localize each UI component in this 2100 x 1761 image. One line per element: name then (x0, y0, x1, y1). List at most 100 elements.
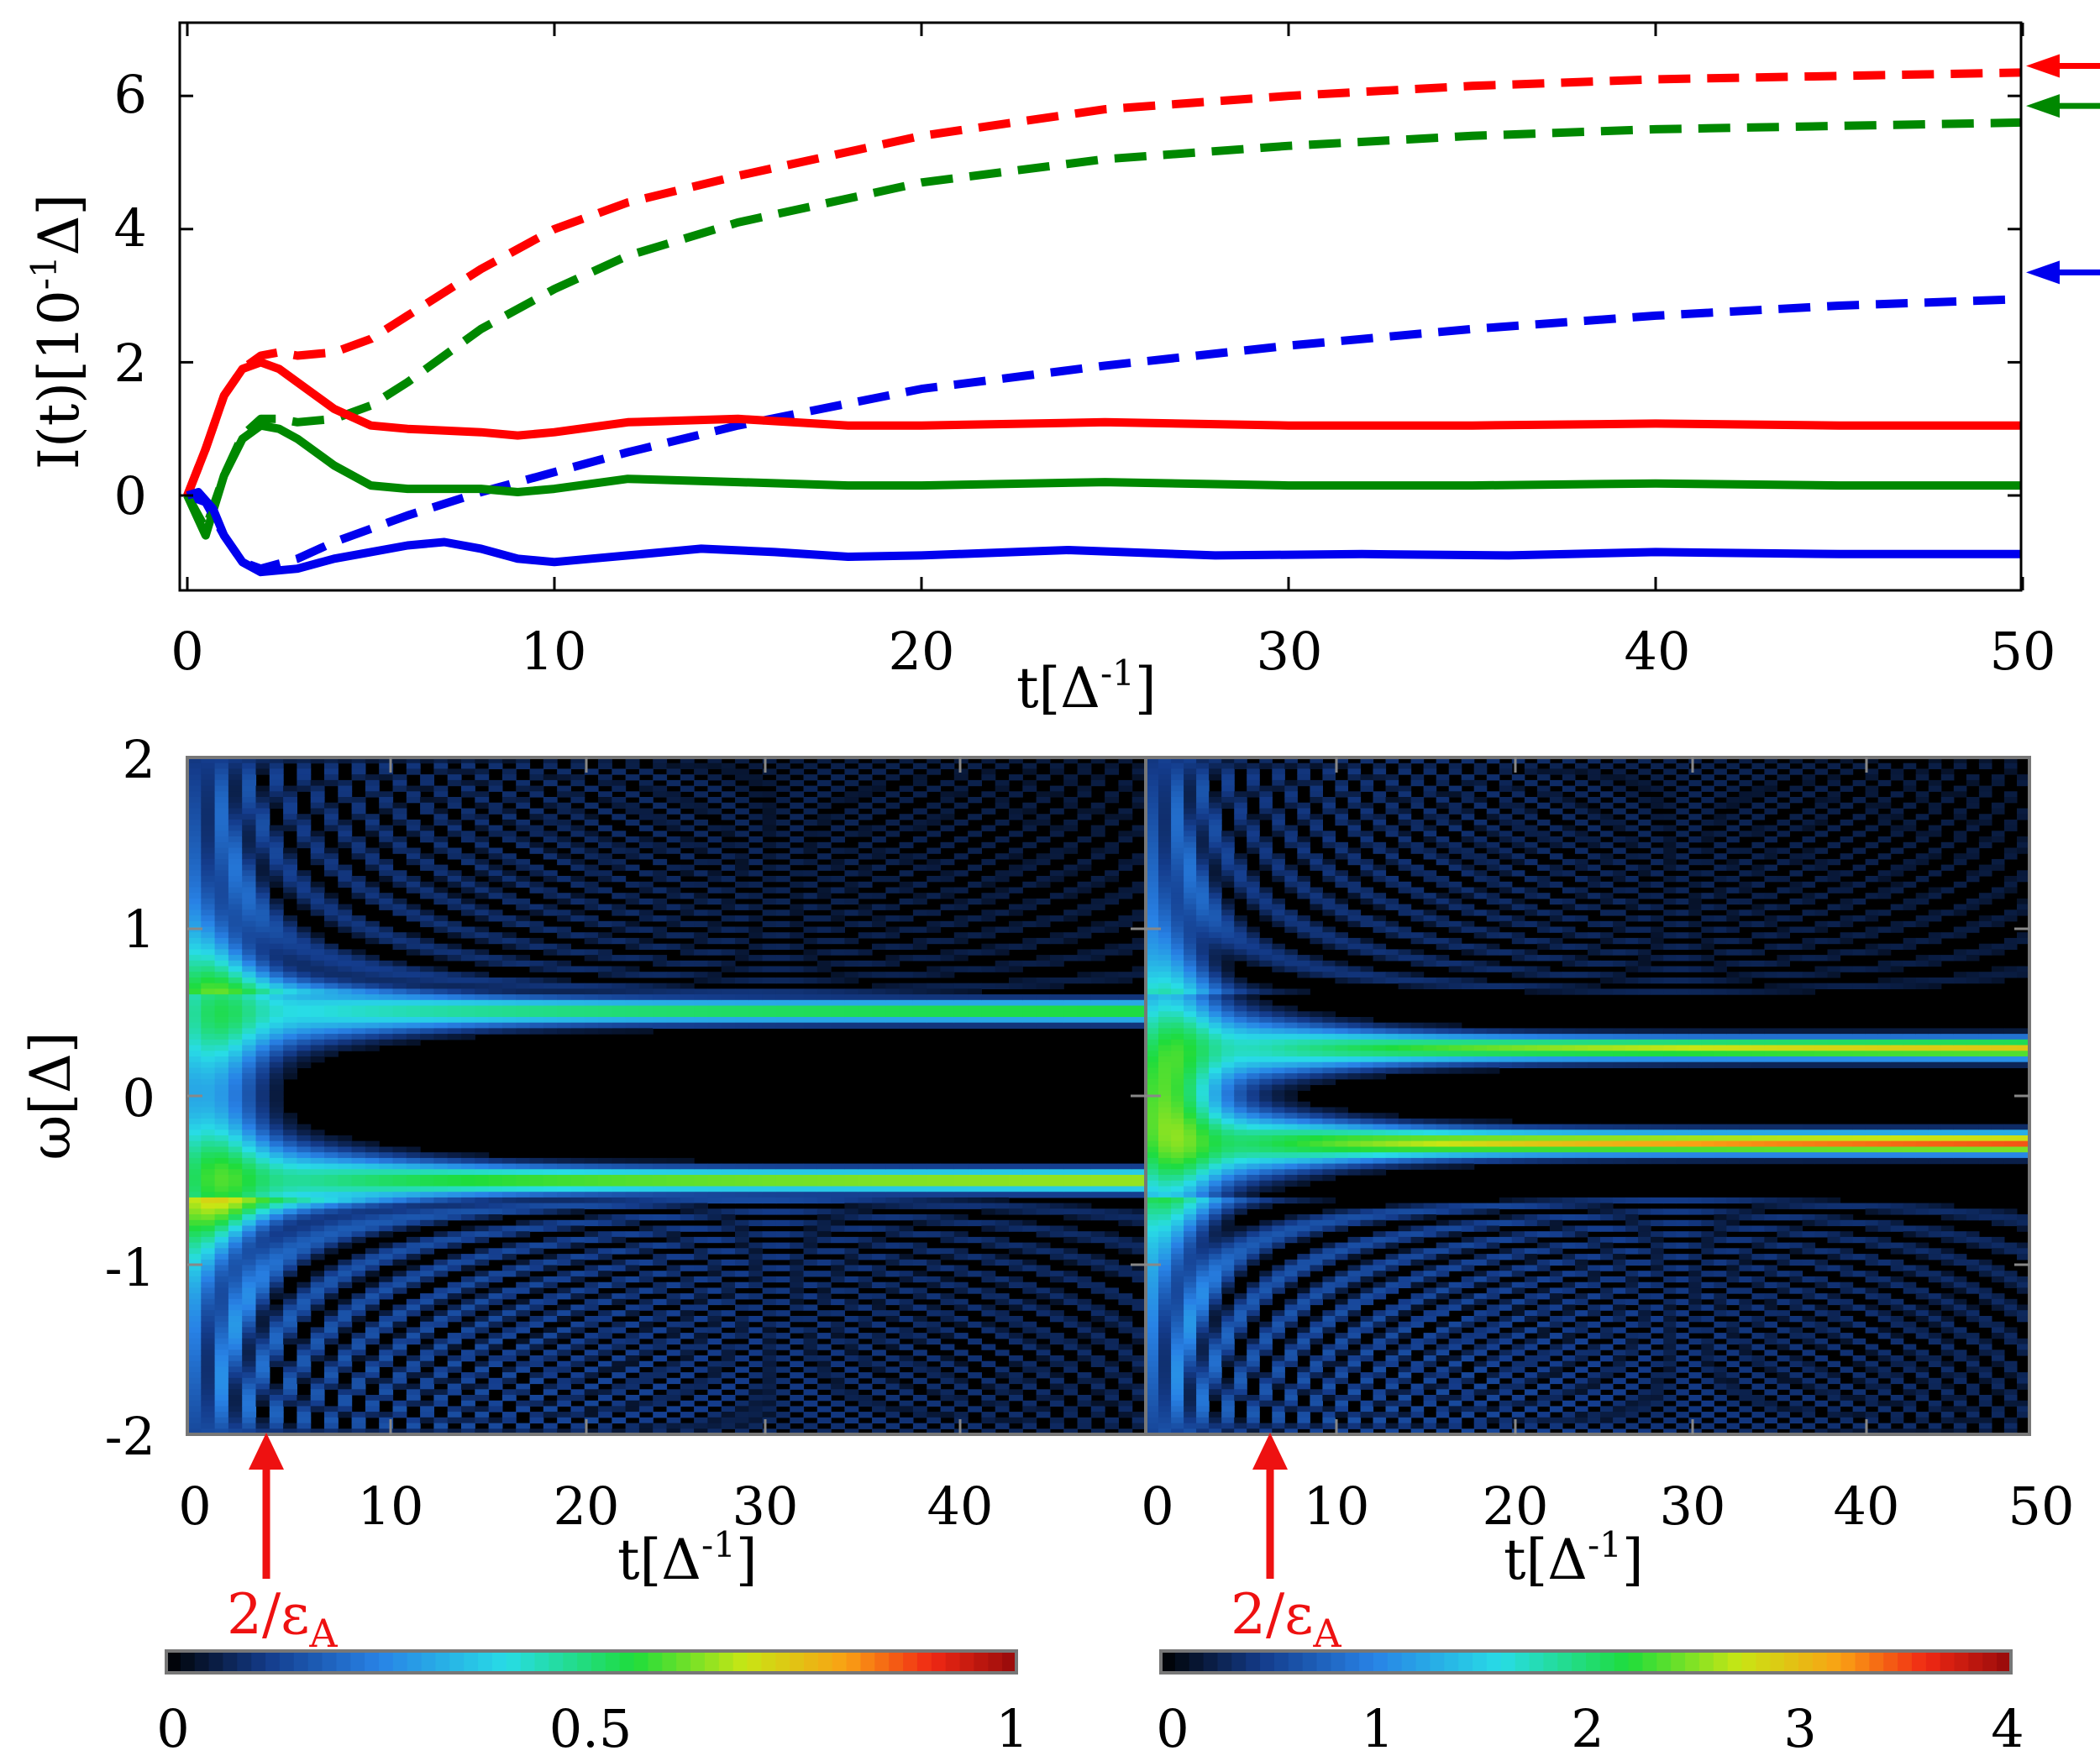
heatmap-cell (214, 1034, 229, 1040)
heatmap-cell (338, 825, 353, 831)
heatmap-cell (858, 909, 873, 916)
heatmap-cell (735, 1333, 749, 1339)
heatmap-cell (912, 909, 927, 916)
heatmap-cell (392, 1350, 407, 1356)
heatmap-cell (653, 926, 668, 933)
heatmap-cell (488, 1355, 503, 1362)
heatmap-cell (557, 909, 571, 916)
heatmap-cell (269, 1254, 284, 1260)
heatmap-cell (529, 1175, 544, 1182)
heatmap-cell (187, 898, 202, 905)
heatmap-cell (612, 1293, 627, 1300)
heatmap-cell (433, 1022, 449, 1029)
heatmap-cell (1036, 1265, 1051, 1271)
heatmap-cell (612, 1310, 627, 1317)
heatmap-cell (953, 1350, 969, 1356)
heatmap-cell (379, 1389, 394, 1396)
heatmap-cell (885, 819, 900, 826)
heatmap-cell (351, 977, 366, 984)
heatmap-cell (187, 937, 202, 945)
heatmap-cell (201, 1423, 216, 1429)
heatmap-cell (899, 853, 914, 860)
heatmap-cell (214, 1406, 229, 1412)
heatmap-cell (187, 932, 202, 939)
heatmap-cell (1063, 1321, 1079, 1328)
heatmap-cell (1022, 904, 1037, 910)
heatmap-cell (803, 1327, 818, 1334)
heatmap-cell (228, 1011, 243, 1018)
heatmap-cell (461, 1281, 475, 1288)
heatmap-cell (310, 841, 325, 849)
heatmap-cell (625, 1011, 640, 1018)
heatmap-cell (557, 893, 571, 899)
heatmap-cell (351, 1175, 366, 1182)
heatmap-cell (310, 1039, 325, 1046)
heatmap-cell (269, 983, 284, 989)
heatmap-cell (707, 926, 722, 933)
heatmap-cell (543, 960, 558, 967)
heatmap-cell (598, 825, 612, 831)
heatmap-cell (844, 831, 859, 837)
heatmap-cell (501, 1395, 517, 1402)
heatmap-cell (269, 1242, 284, 1249)
heatmap-cell (557, 1417, 571, 1424)
heatmap-cell (433, 870, 449, 877)
heatmap-cell (310, 1219, 325, 1227)
heatmap-cell (912, 972, 927, 978)
heatmap-cell (940, 994, 955, 1001)
heatmap-cell (872, 1225, 886, 1232)
heatmap-cell (365, 864, 380, 871)
heatmap-cell (379, 1377, 394, 1385)
heatmap-cell (816, 1298, 832, 1306)
heatmap-cell (927, 994, 942, 1001)
heatmap-cell (653, 999, 668, 1007)
heatmap-cell (187, 1360, 202, 1367)
heatmap-cell (1063, 819, 1079, 826)
heatmap-cell (570, 1344, 585, 1350)
heatmap-cell (516, 904, 531, 910)
heatmap-cell (392, 1310, 407, 1317)
heatmap-cell (488, 1028, 503, 1035)
heatmap-cell (187, 1034, 202, 1040)
heatmap-cell (379, 1225, 394, 1232)
heatmap-cell (255, 1350, 270, 1356)
heatmap-cell (310, 1395, 325, 1402)
heatmap-cell (735, 808, 749, 815)
heatmap-cell (940, 1293, 955, 1300)
heatmap-cell (406, 1298, 421, 1306)
heatmap-cell (269, 920, 284, 928)
heatmap-cell (803, 966, 818, 972)
heatmap-cell (940, 791, 955, 798)
heatmap-cell (968, 1005, 982, 1012)
heatmap-cell (516, 1281, 531, 1288)
heatmap-cell (543, 797, 558, 804)
heatmap-cell (365, 966, 380, 972)
heatmap-cell (187, 1192, 202, 1198)
heatmap-cell (228, 814, 243, 820)
heatmap-cell (570, 988, 585, 995)
heatmap-cell (899, 1203, 914, 1209)
heatmap-cell (543, 763, 558, 769)
heatmap-cell (694, 1017, 708, 1024)
heatmap-cell (625, 988, 640, 995)
heatmap-cell (365, 983, 380, 989)
heatmap-cell (269, 1208, 284, 1215)
heatmap-cell (501, 1271, 517, 1277)
heatmap-cell (187, 1395, 202, 1402)
heatmap-cell (584, 1355, 599, 1362)
heatmap-cell (529, 1338, 544, 1345)
heatmap-cell (1022, 1344, 1037, 1350)
heatmap-cell (516, 1350, 531, 1356)
heatmap-cell (1131, 825, 1147, 831)
heatmap-cell (775, 819, 790, 826)
heatmap-cell (762, 898, 777, 905)
heatmap-cell (461, 791, 475, 798)
heatmap-cell (748, 1293, 764, 1300)
heatmap-cell (735, 1327, 749, 1334)
heatmap-cell (529, 825, 544, 831)
heatmap-cell (201, 1344, 216, 1350)
heatmap-cell (968, 1304, 982, 1311)
heatmap-cell (598, 1203, 612, 1209)
heatmap-cell (612, 955, 627, 962)
heatmap-cell (283, 797, 297, 804)
